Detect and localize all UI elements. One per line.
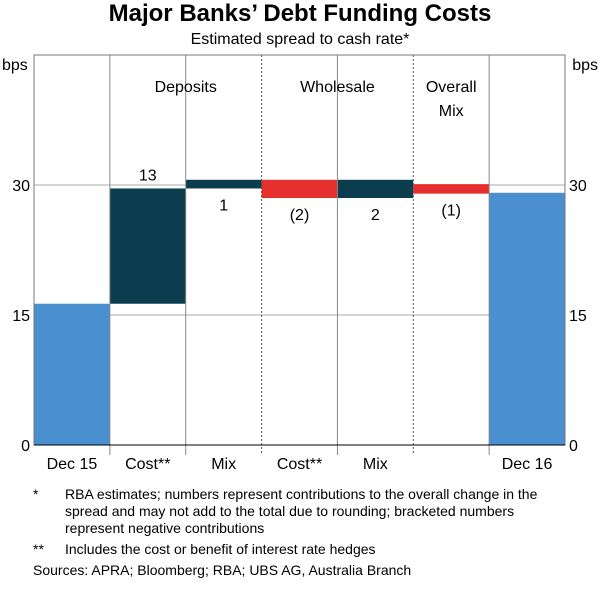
group-label: Mix (439, 103, 464, 120)
bar-total (489, 192, 565, 445)
x-tick-label: Mix (211, 456, 236, 473)
x-tick-label: Dec 16 (502, 456, 553, 473)
data-label: 2 (371, 207, 380, 224)
bar-increase (337, 179, 414, 198)
x-tick-label: Cost** (277, 456, 322, 473)
chart-title: Major Banks’ Debt Funding Costs (108, 0, 492, 27)
data-label: (1) (441, 203, 461, 220)
footnote-text: RBA estimates; numbers represent contrib… (65, 486, 538, 536)
footnote-text: Includes the cost or benefit of interest… (65, 541, 376, 557)
x-tick-label: Dec 15 (47, 456, 98, 473)
footnotes: * RBA estimates; numbers represent contri… (33, 486, 573, 579)
footnote: * RBA estimates; numbers represent contri… (33, 486, 573, 537)
x-tick-label: Mix (363, 456, 388, 473)
bar-decrease (413, 184, 490, 194)
sources: Sources: APRA; Bloomberg; RBA; UBS AG, A… (33, 562, 412, 578)
footnote-mark: ** (33, 541, 44, 557)
y-tick-label-left: 15 (12, 308, 30, 325)
y-tick-label-right: 0 (569, 438, 578, 455)
data-label: 1 (219, 197, 228, 214)
y-tick-label-right: 30 (569, 178, 587, 195)
chart-subtitle: Estimated spread to cash rate* (190, 31, 410, 48)
y-axis-label-left: bps (2, 57, 28, 74)
data-label: 13 (139, 167, 157, 184)
group-label: Overall (426, 79, 477, 96)
y-tick-label-right: 15 (569, 308, 587, 325)
bar-increase (185, 179, 262, 189)
bar-increase (109, 188, 186, 304)
group-label: Deposits (155, 79, 217, 96)
x-tick-label: Cost** (125, 456, 170, 473)
footnote: ** Includes the cost or benefit of intere… (33, 541, 573, 558)
y-axis-label-right: bps (572, 57, 598, 74)
plot-area: 0 0 15 15 30 30 bps bps Dec 15 13 Cost** 1 Mix (2) Cos… (2, 54, 598, 473)
bar-total (34, 303, 110, 445)
footnote-mark: * (33, 486, 39, 502)
group-label: Wholesale (300, 79, 375, 96)
y-tick-label-left: 0 (21, 438, 30, 455)
bar-decrease (261, 179, 338, 198)
data-label: (2) (290, 207, 310, 224)
y-tick-label-left: 30 (12, 178, 30, 195)
